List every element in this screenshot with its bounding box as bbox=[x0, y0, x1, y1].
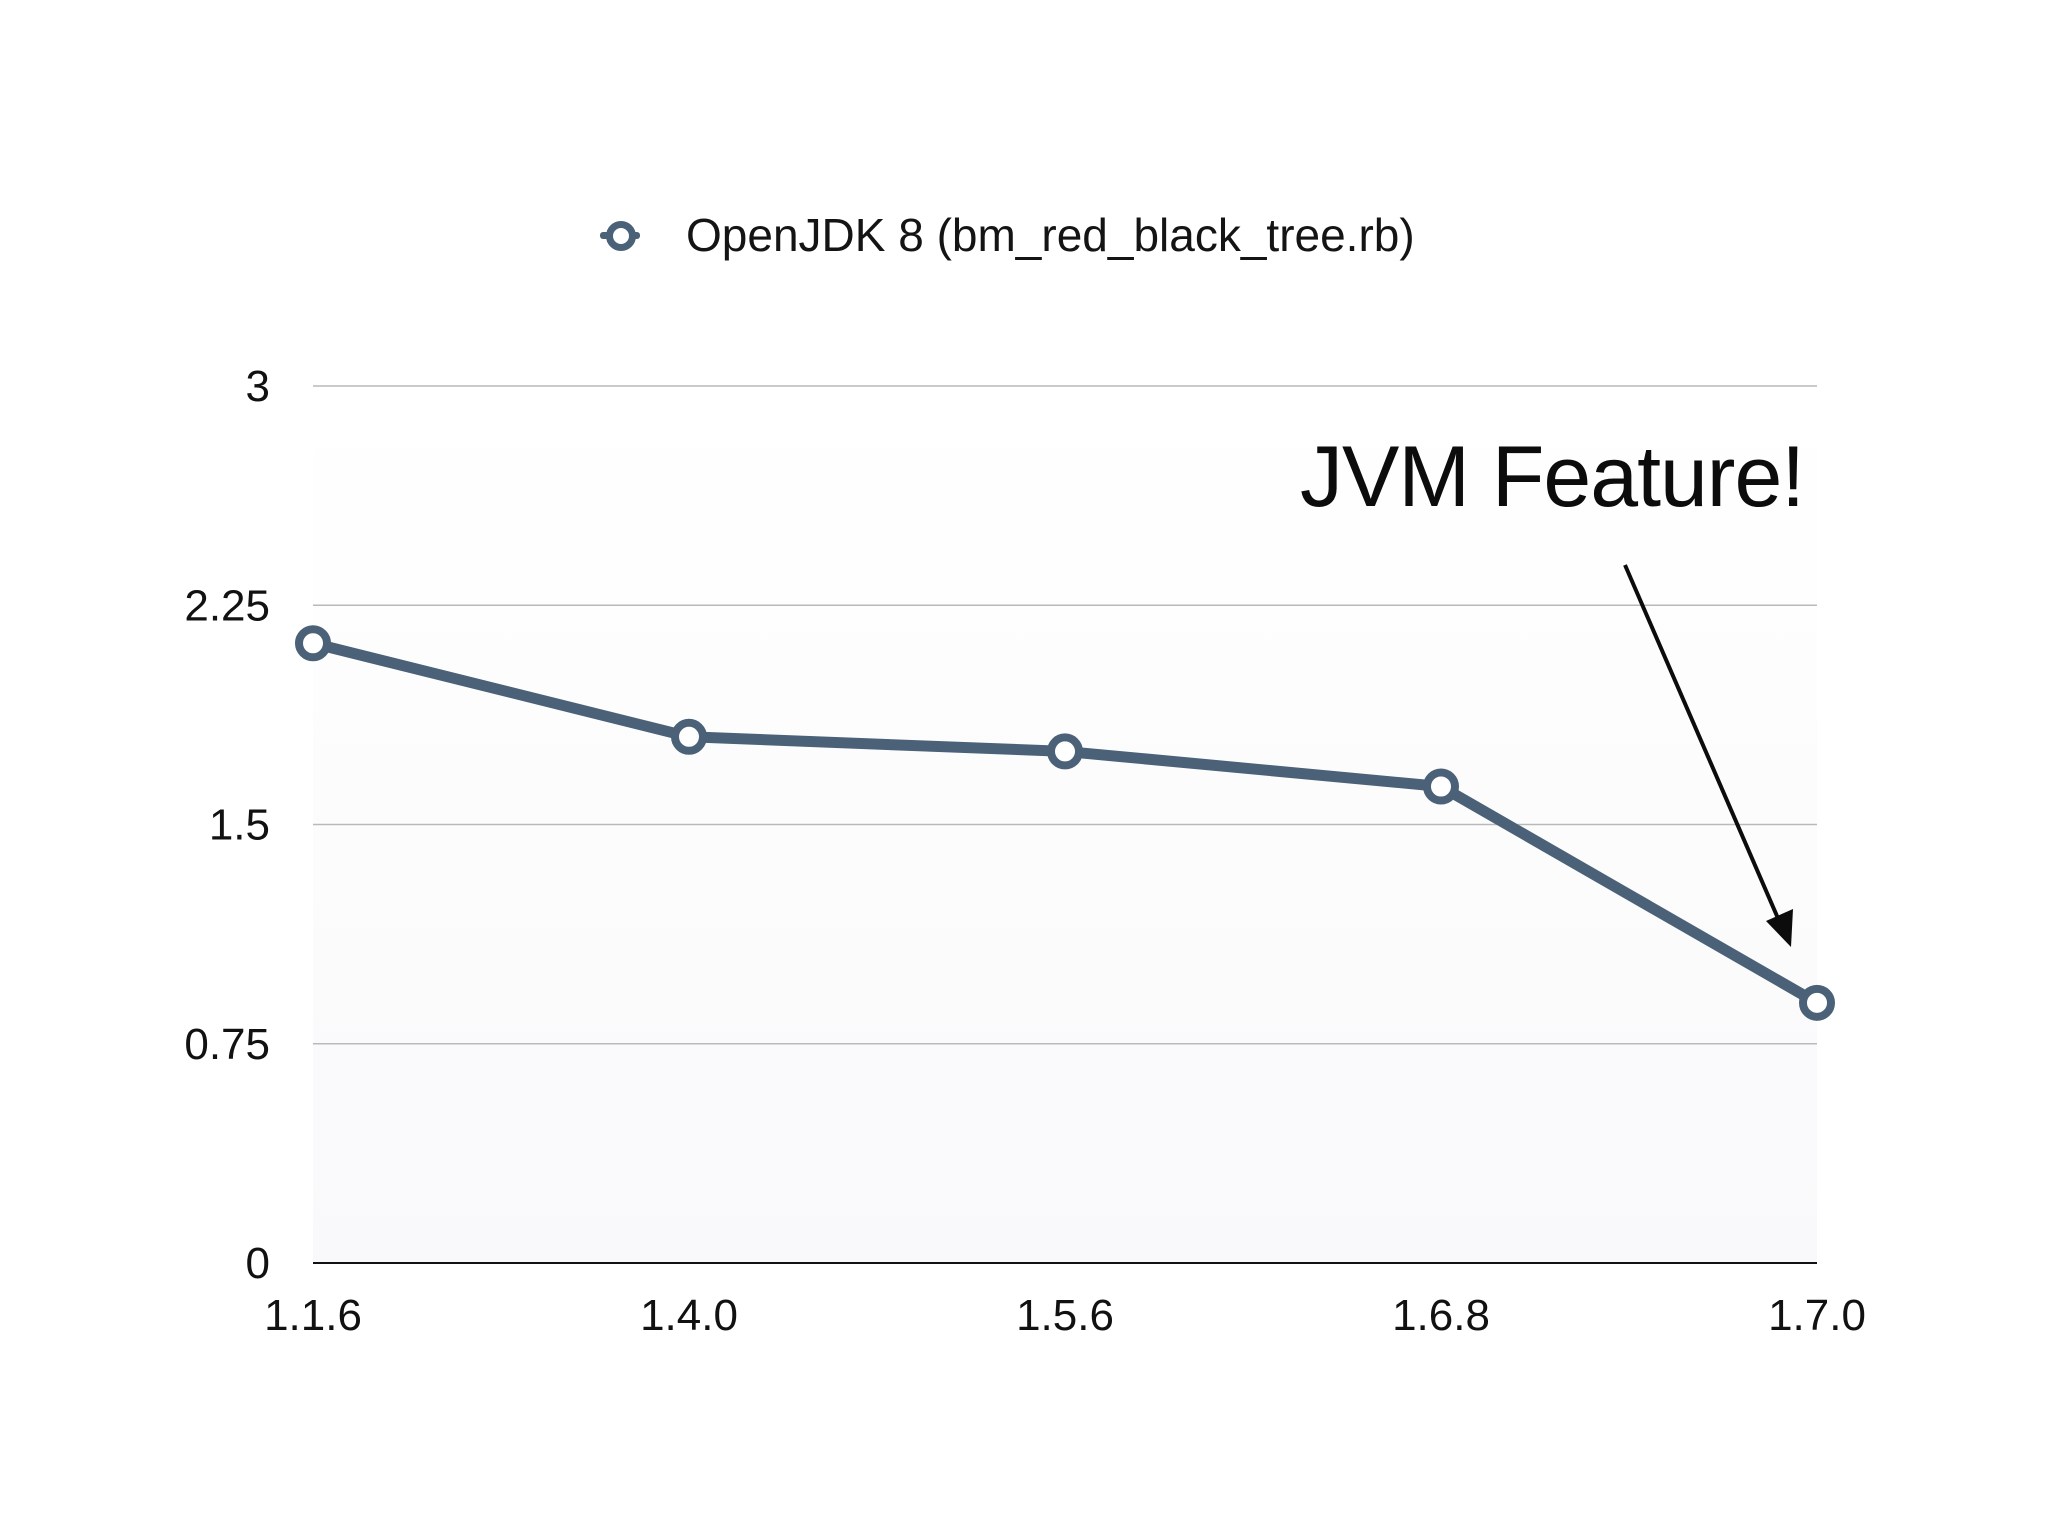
y-tick-label: 0.75 bbox=[184, 1020, 270, 1069]
annotation-arrow bbox=[1623, 564, 1782, 924]
data-point bbox=[1047, 733, 1083, 770]
data-point bbox=[1423, 768, 1459, 805]
y-tick-label: 3 bbox=[246, 362, 270, 411]
x-tick-label: 1.4.0 bbox=[640, 1291, 738, 1340]
data-point bbox=[295, 625, 331, 662]
y-tick-label: 0 bbox=[246, 1239, 270, 1288]
y-tick-label: 2.25 bbox=[184, 581, 270, 630]
annotation-text: JVM Feature! bbox=[1300, 429, 1805, 525]
y-tick-label: 1.5 bbox=[209, 801, 270, 850]
data-point bbox=[1799, 984, 1835, 1021]
data-point bbox=[671, 718, 707, 755]
x-tick-label: 1.7.0 bbox=[1768, 1291, 1866, 1340]
x-tick-label: 1.5.6 bbox=[1016, 1291, 1114, 1340]
x-tick-label: 1.6.8 bbox=[1392, 1291, 1490, 1340]
legend-label: OpenJDK 8 (bm_red_black_tree.rb) bbox=[686, 209, 1415, 261]
legend: OpenJDK 8 (bm_red_black_tree.rb) bbox=[590, 200, 1415, 270]
x-tick-label: 1.1.6 bbox=[264, 1291, 362, 1340]
annotation-arrowhead-icon bbox=[1766, 909, 1793, 947]
legend-marker-icon bbox=[590, 215, 650, 255]
